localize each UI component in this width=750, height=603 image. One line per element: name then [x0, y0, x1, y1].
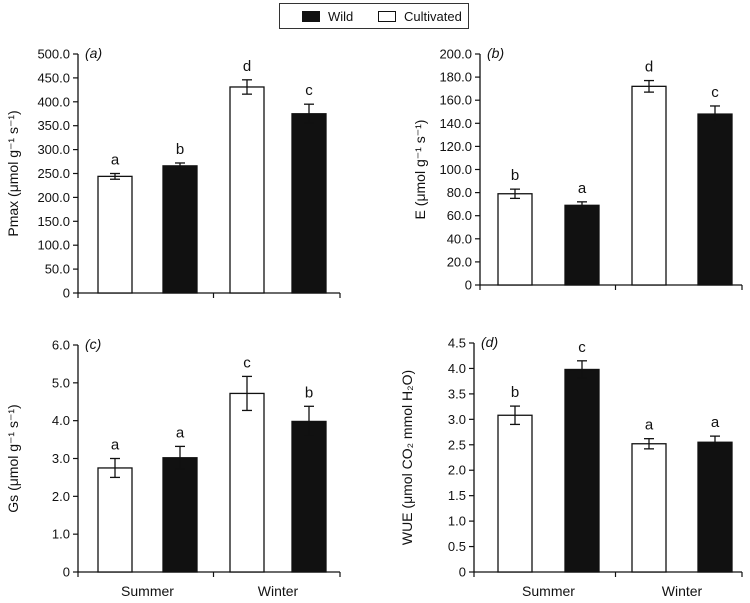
panel-2-y-tick-label: 60.0 [447, 208, 472, 223]
panel-2-y-tick-label: 20.0 [447, 254, 472, 269]
panel-4-x-category-label: Summer [522, 583, 575, 599]
panel-4-significance-letter: c [578, 339, 586, 356]
panel-2-significance-letter: b [511, 167, 519, 184]
panel-2-y-tick-label: 140.0 [439, 116, 472, 131]
panel-2-y-tick-label: 0 [465, 278, 472, 293]
panel-4-significance-letter: b [511, 384, 519, 401]
panel-3-significance-letter: a [176, 424, 185, 441]
panel-4-y-tick-label: 0.5 [448, 539, 466, 554]
panel-3-y-tick-label: 3.0 [52, 451, 70, 466]
panel-1-y-tick-label: 150.0 [37, 214, 70, 229]
panel-3-x-category-label: Winter [258, 583, 299, 599]
panel-2-y-tick-label: 200.0 [439, 47, 472, 62]
panel-1-y-tick-label: 350.0 [37, 118, 70, 133]
panel-1-bar-wild-summer [162, 165, 198, 294]
panel-2-panel-label: (b) [487, 45, 504, 61]
panel-2-y-tick-label: 160.0 [439, 93, 472, 108]
panel-3-significance-letter: b [305, 384, 313, 401]
panel-4-panel-label: (d) [481, 334, 498, 350]
panel-3-y-tick-label: 2.0 [52, 489, 70, 504]
panel-2-bar-cultivated-winter [631, 85, 667, 286]
panel-2-y-tick-label: 80.0 [447, 185, 472, 200]
legend-label-wild: Wild [328, 8, 354, 24]
panel-1-y-tick-label: 500.0 [37, 47, 70, 62]
panel-1-y-tick-label: 50.0 [45, 262, 70, 277]
panel-4-y-tick-label: 3.5 [448, 386, 466, 401]
panel-2-bar-wild-summer [564, 204, 600, 286]
panel-2-y-tick-label: 40.0 [447, 231, 472, 246]
legend-swatch-cultivated [378, 10, 396, 22]
panel-1-y-tick-label: 0 [63, 286, 70, 301]
panel-1-bar-cultivated-summer [97, 175, 133, 294]
panel-3-significance-letter: a [111, 437, 120, 454]
panel-1-significance-letter: c [305, 82, 313, 99]
panel-2-significance-letter: a [578, 180, 587, 197]
panel-2-significance-letter: d [645, 59, 653, 76]
panel-4-y-tick-label: 2.5 [448, 437, 466, 452]
panel-1-significance-letter: a [111, 152, 120, 169]
panel-4-significance-letter: a [645, 417, 654, 434]
panel-3-y-axis-label: Gs (μmol g⁻¹ s⁻¹) [5, 404, 21, 512]
panel-3-bar-cultivated-winter [229, 392, 265, 573]
legend: Wild Cultivated [279, 3, 469, 29]
panel-1-y-tick-label: 200.0 [37, 190, 70, 205]
panel-3-panel-label: (c) [85, 336, 101, 352]
panel-4-y-tick-label: 4.0 [448, 361, 466, 376]
panel-2-y-tick-label: 100.0 [439, 162, 472, 177]
panel-3-y-tick-label: 1.0 [52, 527, 70, 542]
panel-1-y-axis-label: Pmax (μmol g⁻¹ s⁻¹) [5, 110, 21, 236]
panel-2-bar-wild-winter [697, 113, 733, 286]
panel-4-bar-wild-winter [697, 441, 733, 573]
panel-3-bar-wild-summer [162, 457, 198, 573]
panel-2-y-tick-label: 120.0 [439, 139, 472, 154]
legend-label-cultivated: Cultivated [404, 8, 462, 24]
panel-4-y-tick-label: 1.5 [448, 488, 466, 503]
panel-1-bar-wild-winter [291, 113, 327, 294]
panel-1-y-tick-label: 250.0 [37, 166, 70, 181]
panel-1-y-tick-label: 450.0 [37, 70, 70, 85]
panel-4-bar-wild-summer [564, 368, 600, 573]
panel-1-significance-letter: d [243, 58, 251, 75]
panel-3-bar-cultivated-summer [97, 467, 133, 573]
panel-1-panel-label: (a) [85, 45, 102, 61]
panel-4-bar-cultivated-summer [497, 414, 533, 573]
panel-3-significance-letter: c [243, 354, 251, 371]
panel-1-y-tick-label: 100.0 [37, 238, 70, 253]
panel-1-y-tick-label: 400.0 [37, 94, 70, 109]
panel-3-y-tick-label: 0 [63, 565, 70, 580]
panel-4-y-tick-label: 1.0 [448, 514, 466, 529]
panel-3-y-tick-label: 5.0 [52, 375, 70, 390]
panel-1-y-tick-label: 300.0 [37, 142, 70, 157]
panel-2-significance-letter: c [711, 84, 719, 101]
legend-item-wild: Wild [302, 4, 353, 28]
panel-2-bar-cultivated-summer [497, 193, 533, 286]
panel-2-y-axis-label: E (μmol g⁻¹ s⁻¹) [412, 120, 428, 220]
panel-4-y-tick-label: 2.0 [448, 463, 466, 478]
legend-swatch-wild [302, 10, 320, 22]
panel-3-y-tick-label: 4.0 [52, 413, 70, 428]
panel-3-bar-wild-winter [291, 420, 327, 573]
panel-4-bar-cultivated-winter [631, 443, 667, 573]
panel-4-y-axis-label: WUE (μmol CO₂ mmol H₂O) [399, 370, 415, 545]
panel-4-y-tick-label: 3.0 [448, 412, 466, 427]
legend-item-cultivated: Cultivated [378, 4, 462, 28]
panel-4-x-category-label: Winter [662, 583, 703, 599]
panel-3-x-category-label: Summer [121, 583, 174, 599]
panel-1-significance-letter: b [176, 141, 184, 158]
panel-1-bar-cultivated-winter [229, 86, 265, 294]
panel-4-y-tick-label: 4.5 [448, 336, 466, 351]
panel-4-y-tick-label: 0 [459, 565, 466, 580]
panel-2-y-tick-label: 180.0 [439, 70, 472, 85]
panel-4-significance-letter: a [711, 414, 720, 431]
panel-3-y-tick-label: 6.0 [52, 338, 70, 353]
